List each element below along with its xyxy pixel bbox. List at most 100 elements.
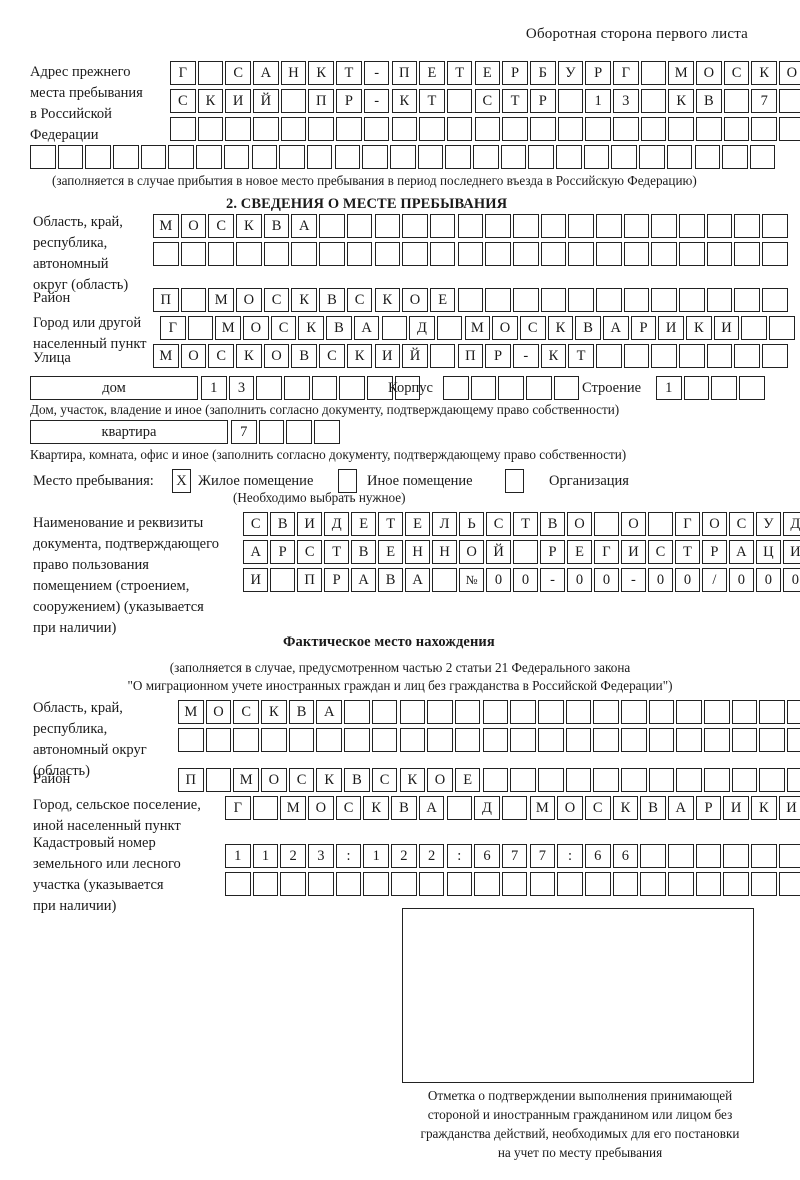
cadastral-cell-3[interactable]: 3 (308, 844, 334, 868)
document-cell-5[interactable]: В (377, 568, 404, 592)
previous-address-cell-14[interactable]: У (557, 61, 584, 85)
document-cell-13[interactable]: Г (593, 540, 620, 564)
street-cell-19[interactable] (679, 344, 705, 368)
actual-city-cell-16[interactable]: А (668, 796, 694, 820)
actual-city-cell-5[interactable]: К (363, 796, 390, 820)
city-cell-14[interactable]: К (547, 316, 574, 340)
house-cell-1[interactable]: 3 (228, 376, 255, 400)
region-cell-19[interactable] (679, 214, 705, 238)
region-cell-2[interactable] (208, 242, 234, 266)
korpus-cell-4[interactable] (553, 376, 580, 400)
cadastral-cell-2[interactable]: 2 (280, 844, 306, 868)
region-cell-11[interactable] (457, 214, 484, 238)
flat-cell-3[interactable] (314, 420, 340, 444)
region-cell-22[interactable] (762, 242, 788, 266)
actual-region-cell-14[interactable] (565, 728, 592, 752)
actual-city-cell-7[interactable]: А (418, 796, 445, 820)
previous-address-cell-4[interactable] (280, 117, 307, 141)
actual-region-cell-9[interactable] (427, 700, 453, 724)
cadastral-cell-1[interactable] (252, 872, 279, 896)
cadastral-cell-8[interactable]: : (446, 844, 473, 868)
cadastral-cell-20[interactable] (778, 844, 800, 868)
actual-city-cell-1[interactable] (252, 796, 279, 820)
previous-address-cell-20[interactable] (583, 145, 610, 169)
region-cell-16[interactable] (596, 242, 622, 266)
actual-region-cell-6[interactable] (344, 700, 370, 724)
city-cell-19[interactable]: К (686, 316, 712, 340)
cadastral-cell-0[interactable] (225, 872, 251, 896)
region-cell-19[interactable] (679, 242, 705, 266)
previous-address-cell-9[interactable]: Т (419, 89, 445, 113)
region-cell-14[interactable] (540, 214, 567, 238)
region-cell-18[interactable] (651, 214, 677, 238)
previous-address-cell-2[interactable] (225, 117, 251, 141)
previous-address-row-3[interactable] (170, 117, 800, 141)
previous-address-cell-19[interactable] (556, 145, 582, 169)
document-cell-4[interactable]: В (350, 540, 377, 564)
actual-district-cell-10[interactable]: Е (454, 768, 481, 792)
cadastral-cell-15[interactable] (640, 844, 666, 868)
actual-region-cell-10[interactable] (454, 728, 481, 752)
flat-number-cells[interactable]: 7 (231, 420, 340, 444)
actual-district-cell-14[interactable] (565, 768, 592, 792)
document-cell-11[interactable]: В (539, 512, 566, 536)
previous-address-cell-16[interactable] (473, 145, 499, 169)
house-cell-5[interactable] (339, 376, 366, 400)
document-cell-7[interactable]: Л (431, 512, 458, 536)
actual-region-cell-2[interactable]: С (233, 700, 259, 724)
document-cell-7[interactable] (431, 568, 458, 592)
document-cell-4[interactable]: Е (350, 512, 377, 536)
document-cell-12[interactable]: Е (566, 540, 593, 564)
region-cell-4[interactable] (263, 242, 290, 266)
previous-address-row-4[interactable] (30, 145, 776, 169)
previous-address-cell-7[interactable] (223, 145, 250, 169)
actual-city-cell-4[interactable]: С (335, 796, 362, 820)
house-cell-6[interactable] (367, 376, 393, 400)
document-cell-10[interactable]: Т (512, 512, 539, 536)
region-cell-20[interactable] (706, 242, 733, 266)
actual-region-cell-8[interactable] (399, 700, 426, 724)
actual-region-cell-16[interactable] (621, 728, 647, 752)
previous-address-cell-0[interactable]: С (170, 89, 196, 113)
actual-district-cell-2[interactable]: М (233, 768, 259, 792)
region-cell-6[interactable] (319, 242, 345, 266)
document-cell-2[interactable]: П (296, 568, 323, 592)
actual-city-cell-9[interactable]: Д (474, 796, 500, 820)
document-cell-14[interactable]: О (620, 512, 647, 536)
district-cell-20[interactable] (706, 288, 733, 312)
document-cell-8[interactable]: № (458, 568, 485, 592)
actual-region-cell-22[interactable] (787, 728, 800, 752)
region-cell-9[interactable] (402, 242, 428, 266)
stroenie-cells[interactable]: 1 (656, 376, 765, 400)
region-cell-12[interactable] (485, 214, 511, 238)
previous-address-cell-11[interactable] (334, 145, 361, 169)
previous-address-cell-18[interactable] (668, 117, 694, 141)
previous-address-cell-6[interactable]: Т (336, 61, 362, 85)
stroenie-cell-0[interactable]: 1 (656, 376, 682, 400)
previous-address-cell-1[interactable]: К (197, 89, 224, 113)
city-cell-13[interactable]: С (519, 316, 546, 340)
district-cell-8[interactable]: К (374, 288, 401, 312)
city-cell-2[interactable]: М (215, 316, 241, 340)
previous-address-cell-23[interactable] (666, 145, 693, 169)
cadastral-cell-9[interactable] (474, 872, 500, 896)
city-cell-20[interactable]: И (713, 316, 740, 340)
cadastral-cell-17[interactable] (695, 872, 722, 896)
flat-cell-1[interactable] (258, 420, 285, 444)
previous-address-cell-3[interactable]: Й (253, 89, 279, 113)
previous-address-cell-21[interactable]: 7 (751, 89, 778, 113)
actual-city-cell-10[interactable] (501, 796, 528, 820)
document-cell-9[interactable]: Й (485, 540, 512, 564)
street-cell-1[interactable]: О (180, 344, 207, 368)
street-cell-11[interactable]: П (457, 344, 484, 368)
previous-address-cell-18[interactable]: К (668, 89, 694, 113)
previous-address-cell-19[interactable] (696, 117, 722, 141)
stroenie-cell-3[interactable] (739, 376, 765, 400)
previous-address-cell-5[interactable]: П (308, 89, 335, 113)
document-cell-8[interactable]: Ь (458, 512, 485, 536)
district-cell-22[interactable] (762, 288, 788, 312)
checkbox-zhiloe-pomeshchenie[interactable]: X (172, 469, 191, 493)
